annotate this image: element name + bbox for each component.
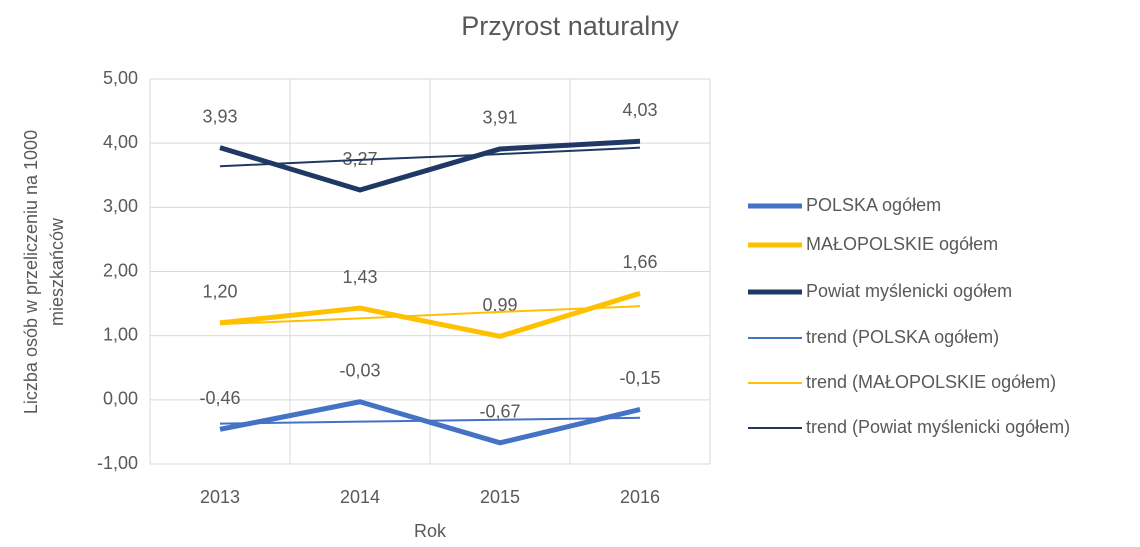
- legend-label: trend (MAŁOPOLSKIE ogółem): [806, 372, 1056, 392]
- legend-label: MAŁOPOLSKIE ogółem: [806, 234, 998, 254]
- data-label: 3,91: [482, 108, 517, 128]
- y-tick-label: 3,00: [103, 196, 138, 216]
- legend-label: POLSKA ogółem: [806, 195, 941, 215]
- data-label: -0,67: [479, 402, 520, 422]
- x-tick-label: 2016: [620, 487, 660, 507]
- legend-label: trend (POLSKA ogółem): [806, 327, 999, 347]
- y-tick-label: 1,00: [103, 324, 138, 344]
- series-line: [219, 138, 641, 193]
- y-tick-label: 5,00: [103, 68, 138, 88]
- trend-line: [219, 416, 641, 425]
- y-axis-label: Liczba osób w przeliczeniu na 1000: [21, 130, 41, 414]
- data-label: 0,99: [482, 295, 517, 315]
- data-label: 3,27: [342, 149, 377, 169]
- legend-label: trend (Powiat myślenicki ogółem): [806, 417, 1070, 437]
- x-tick-label: 2014: [340, 487, 380, 507]
- data-label: 4,03: [622, 100, 657, 120]
- trend-line: [219, 305, 641, 326]
- data-label: -0,03: [339, 361, 380, 381]
- y-axis-label: mieszkańców: [47, 217, 67, 326]
- x-axis-label: Rok: [414, 521, 447, 541]
- chart-title: Przyrost naturalny: [461, 11, 679, 41]
- data-label: -0,46: [199, 388, 240, 408]
- y-tick-label: 0,00: [103, 389, 138, 409]
- y-tick-label: -1,00: [97, 453, 138, 473]
- data-label: 1,20: [202, 282, 237, 302]
- y-tick-label: 4,00: [103, 132, 138, 152]
- series-line: [219, 290, 641, 339]
- data-label: 1,66: [622, 252, 657, 272]
- x-tick-label: 2013: [200, 487, 240, 507]
- data-label: 1,43: [342, 267, 377, 287]
- y-tick-label: 2,00: [103, 260, 138, 280]
- legend-label: Powiat myślenicki ogółem: [806, 281, 1012, 301]
- x-tick-label: 2015: [480, 487, 520, 507]
- trend-line: [219, 146, 641, 168]
- data-label: 3,93: [202, 106, 237, 126]
- data-label: -0,15: [619, 368, 660, 388]
- series-line: [219, 399, 641, 446]
